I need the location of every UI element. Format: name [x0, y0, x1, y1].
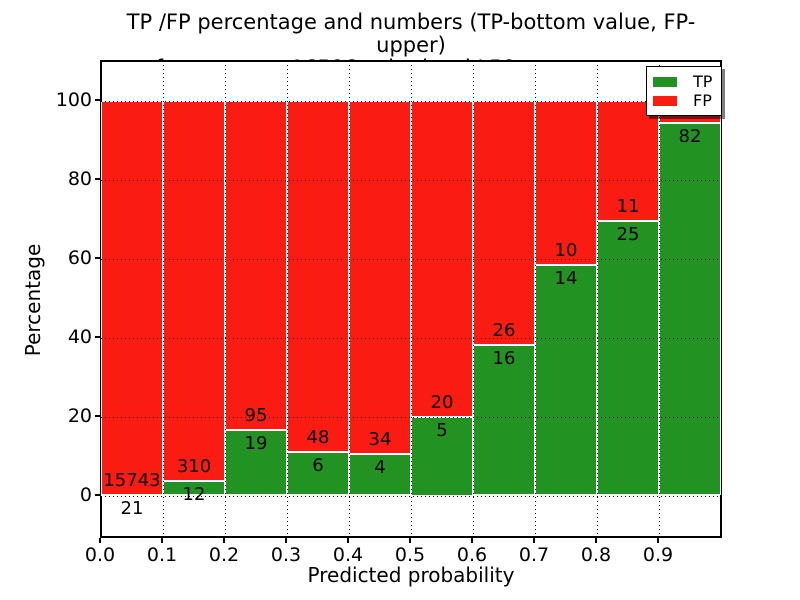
fp-count-label: 26: [492, 320, 516, 342]
x-tick-label: 0.0: [84, 544, 116, 566]
y-tickmark: [95, 98, 100, 101]
fp-count-label: 11: [616, 196, 640, 218]
plot-area: 1574321310129519486344205261610141125582: [100, 60, 722, 538]
legend: TP FP: [646, 66, 723, 116]
horizontal-gridline: [101, 258, 721, 260]
tp-bar-segment: [597, 221, 659, 496]
fp-bar-segment: [225, 100, 287, 430]
horizontal-gridline: [101, 100, 721, 102]
y-tickmark: [95, 177, 100, 180]
y-tick-label: 40: [67, 325, 92, 348]
y-tickmark: [95, 493, 100, 496]
x-tickmark: [347, 538, 349, 543]
vertical-gridline: [411, 61, 412, 535]
x-tick-label: 0.9: [642, 544, 674, 566]
x-tickmark: [595, 538, 597, 543]
y-tick-label: 60: [67, 246, 92, 269]
fp-bar-segment: [349, 100, 411, 454]
fp-count-label: 48: [306, 426, 330, 448]
y-tickmark: [95, 335, 100, 338]
x-tickmark: [471, 538, 473, 543]
plot-inner: 1574321310129519486344205261610141125582: [101, 61, 721, 535]
fp-bar-segment: [473, 100, 535, 346]
chart-title-line1: TP /FP percentage and numbers (TP-bottom…: [126, 10, 696, 57]
vertical-gridline: [473, 61, 474, 535]
x-tick-label: 0.6: [456, 544, 488, 566]
tp-bar-segment: [287, 451, 349, 496]
tp-bar-segment: [349, 453, 411, 496]
y-tick-label: 20: [67, 404, 92, 427]
fp-count-label: 310: [176, 455, 212, 477]
tp-bar-segment: [659, 123, 721, 496]
fp-count-label: 10: [554, 240, 578, 262]
horizontal-gridline: [101, 416, 721, 418]
tp-count-label: 4: [374, 456, 386, 478]
fp-count-label: 15743: [103, 469, 161, 491]
x-tickmark: [99, 538, 101, 543]
tp-count-label: 21: [120, 497, 144, 519]
vertical-gridline: [349, 61, 350, 535]
x-tick-label: 0.1: [146, 544, 178, 566]
fp-bar-segment: [287, 100, 349, 452]
tp-count-label: 5: [436, 419, 448, 441]
horizontal-gridline: [101, 337, 721, 339]
tp-bar-segment: [473, 345, 535, 496]
x-tick-label: 0.5: [394, 544, 426, 566]
x-tickmark: [657, 538, 659, 543]
legend-label: TP: [693, 71, 713, 91]
vertical-gridline: [163, 61, 164, 535]
legend-row: FP: [653, 91, 712, 110]
x-tickmark: [533, 538, 535, 543]
tp-bar-segment: [535, 265, 597, 496]
vertical-gridline: [597, 61, 598, 535]
tp-count-label: 25: [616, 224, 640, 246]
vertical-gridline: [535, 61, 536, 535]
x-tick-label: 0.8: [580, 544, 612, 566]
fp-count-label: 20: [430, 391, 454, 413]
vertical-gridline: [287, 61, 288, 535]
fp-legend-swatch: [653, 95, 677, 106]
legend-label: FP: [693, 90, 712, 110]
x-tick-label: 0.4: [332, 544, 364, 566]
y-tickmark: [95, 256, 100, 259]
tp-count-label: 6: [312, 454, 324, 476]
x-tick-label: 0.3: [270, 544, 302, 566]
vertical-gridline: [225, 61, 226, 535]
tp-count-label: 14: [554, 268, 578, 290]
x-tickmark: [161, 538, 163, 543]
tp-count-label: 12: [182, 483, 206, 505]
horizontal-gridline: [101, 179, 721, 181]
fp-bar-segment: [101, 100, 163, 495]
fp-count-label: 34: [368, 428, 392, 450]
x-tickmark: [223, 538, 225, 543]
y-tick-label: 100: [55, 88, 92, 111]
x-tick-label: 0.7: [518, 544, 550, 566]
vertical-gridline: [659, 61, 660, 535]
tp-count-label: 16: [492, 348, 516, 370]
horizontal-gridline: [101, 495, 721, 497]
y-tick-label: 80: [67, 167, 92, 190]
tp-bar-segment: [411, 416, 473, 496]
y-tickmark: [95, 414, 100, 417]
tp-legend-swatch: [653, 76, 677, 87]
legend-row: TP: [653, 72, 712, 91]
y-axis-label: Percentage: [21, 243, 45, 357]
fp-count-label: 95: [244, 404, 268, 426]
x-axis-label: Predicted probability: [307, 563, 515, 587]
x-tickmark: [285, 538, 287, 543]
y-tick-label: 0: [79, 483, 92, 506]
x-tick-label: 0.2: [208, 544, 240, 566]
x-tickmark: [409, 538, 411, 543]
tp-count-label: 82: [678, 126, 702, 148]
tp-count-label: 19: [244, 432, 268, 454]
